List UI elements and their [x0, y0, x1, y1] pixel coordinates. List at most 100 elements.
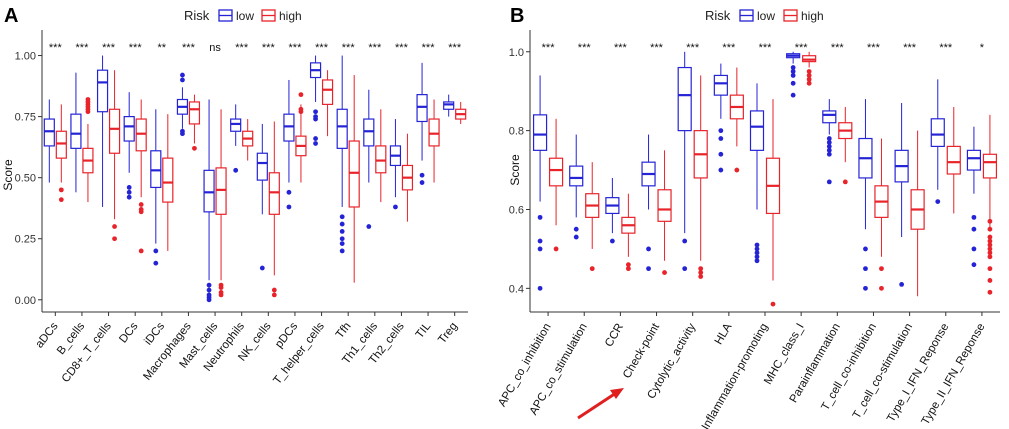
y-tick-label: 0.8 — [509, 126, 524, 138]
panel-a-legend: Risk low high — [184, 8, 302, 23]
box-low — [822, 110, 837, 124]
outlier-point — [206, 297, 212, 303]
box-low — [203, 169, 215, 213]
outlier-point — [826, 144, 832, 149]
outlier-point — [790, 92, 796, 98]
significance-label: *** — [542, 42, 556, 54]
box-high — [946, 145, 961, 175]
box-low — [532, 114, 548, 151]
outlier-point — [790, 69, 796, 74]
legend-low-label: low — [236, 9, 254, 23]
box-low — [283, 113, 295, 142]
significance-label: *** — [614, 42, 628, 54]
x-tick-label: Tfh — [334, 320, 354, 340]
outlier-point — [313, 116, 318, 122]
red-arrow-head — [610, 388, 624, 399]
significance-label: *** — [939, 42, 953, 54]
outlier-point — [58, 187, 64, 193]
outlier-point — [770, 301, 776, 307]
x-tick-label: iDCs — [142, 320, 167, 347]
outlier-point — [842, 179, 848, 185]
outlier-point — [153, 248, 159, 254]
x-tick-label: Inflammation-promoting — [700, 322, 771, 429]
outlier-point — [339, 241, 345, 247]
y-tick-label: 0.50 — [15, 173, 36, 185]
significance-label: *** — [722, 42, 736, 54]
outlier-point — [718, 167, 724, 173]
outlier-point — [286, 189, 292, 195]
outlier-point — [153, 260, 159, 266]
significance-label: ** — [158, 42, 167, 54]
outlier-point — [298, 109, 304, 115]
outlier-point — [806, 80, 812, 86]
outlier-point — [366, 224, 372, 229]
significance-label: *** — [315, 42, 329, 54]
outlier-point — [271, 287, 277, 293]
red-arrow — [577, 388, 624, 420]
outlier-point — [826, 151, 832, 157]
y-tick-label: 0.25 — [15, 234, 36, 246]
outlier-point — [734, 167, 740, 173]
significance-label: *** — [686, 42, 700, 54]
outlier-point — [419, 180, 425, 185]
outlier-point — [138, 202, 144, 207]
box-low — [443, 101, 455, 110]
outlier-point — [286, 204, 292, 210]
outlier-point — [879, 285, 884, 291]
y-tick-label: 0.00 — [15, 295, 36, 307]
significance-label: *** — [182, 42, 196, 54]
box-high — [982, 153, 998, 179]
outlier-point — [987, 234, 993, 240]
significance-label: *** — [102, 42, 116, 54]
outlier-point — [987, 266, 993, 272]
outlier-point — [987, 246, 993, 252]
outlier-point — [987, 250, 993, 256]
outlier-point — [698, 270, 704, 275]
x-tick-label: CCR — [603, 322, 626, 350]
box-high — [162, 157, 174, 203]
box-low — [749, 110, 765, 151]
outlier-point — [537, 238, 543, 244]
outlier-point — [754, 250, 760, 256]
outlier-point — [259, 265, 265, 271]
outlier-point — [971, 262, 977, 268]
outlier-point — [806, 69, 812, 74]
outlier-point — [790, 73, 796, 78]
significance-label: *** — [448, 42, 462, 54]
outlier-point — [573, 226, 579, 232]
outlier-point — [419, 172, 425, 178]
x-tick-label: Treg — [436, 320, 460, 346]
box-low — [123, 116, 135, 142]
outlier-point — [971, 226, 977, 232]
box-high — [348, 140, 360, 208]
outlier-point — [85, 109, 91, 115]
box-low — [569, 165, 584, 187]
outlier-point — [339, 214, 345, 220]
outlier-point — [339, 221, 345, 227]
outlier-point — [826, 179, 832, 185]
box-low — [677, 66, 692, 132]
y-tick-label: 1.0 — [509, 47, 524, 59]
outlier-point — [718, 151, 724, 157]
box-high — [108, 108, 121, 154]
outlier-point — [987, 289, 993, 295]
outlier-point — [339, 228, 345, 234]
outlier-point — [863, 246, 868, 252]
outlier-point — [589, 266, 595, 272]
outlier-point — [537, 214, 543, 220]
significance-label: *** — [867, 42, 881, 54]
outlier-point — [206, 287, 212, 293]
outlier-point — [879, 266, 884, 272]
y-tick-label: 1.00 — [15, 51, 36, 63]
outlier-point — [313, 109, 318, 115]
significance-label: *** — [422, 42, 436, 54]
outlier-point — [987, 242, 993, 248]
outlier-point — [313, 136, 318, 141]
box-high — [428, 118, 440, 147]
outlier-point — [126, 194, 132, 200]
box-low — [930, 118, 945, 148]
outlier-point — [180, 131, 185, 137]
outlier-point — [971, 246, 977, 252]
outlier-point — [339, 236, 345, 242]
